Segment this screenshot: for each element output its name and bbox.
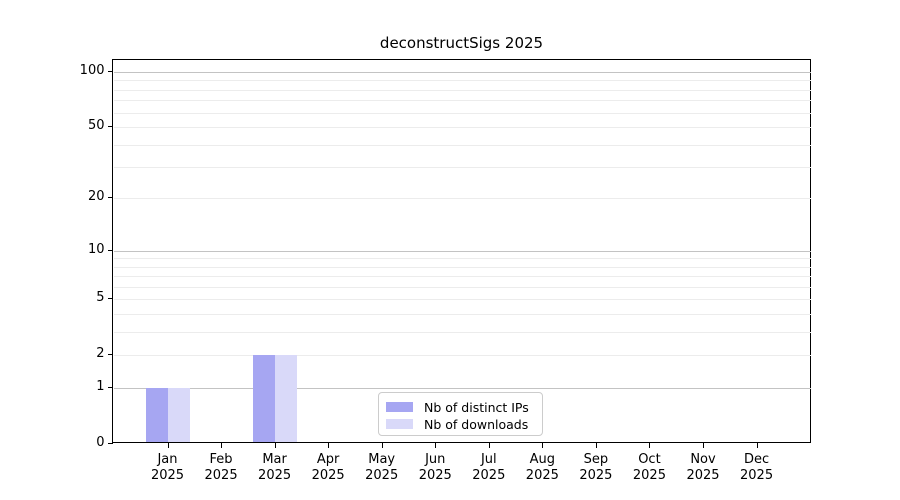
x-tick-dec — [756, 443, 758, 448]
x-tick-year: 2025 — [525, 467, 559, 483]
x-tick-month: Feb — [209, 451, 233, 467]
gridline-y-4 — [114, 313, 811, 315]
x-tick-label-jan: Jan 2025 — [140, 452, 196, 484]
legend: Nb of distinct IPs Nb of downloads — [378, 392, 543, 436]
gridline-y-10 — [114, 250, 811, 252]
gridline-y-5 — [114, 299, 811, 301]
gridline-y-80 — [114, 89, 811, 91]
bar-nb-of-distinct-ips-mar-2025 — [253, 355, 276, 443]
x-tick-month: Jun — [425, 451, 446, 467]
x-tick-label-feb: Feb 2025 — [193, 452, 249, 484]
gridline-y-7 — [114, 276, 811, 278]
x-tick-nov — [703, 443, 704, 448]
x-tick-year: 2025 — [632, 467, 666, 483]
chart-title: deconstructSigs 2025 — [379, 34, 544, 52]
x-tick-apr — [328, 443, 330, 448]
x-tick-label-may: May 2025 — [354, 452, 410, 484]
gridline-y-1 — [114, 387, 811, 389]
x-tick-sep — [595, 443, 597, 448]
x-tick-label-aug: Aug 2025 — [514, 452, 570, 484]
gridline-y-20 — [114, 198, 811, 200]
x-tick-label-oct: Oct 2025 — [621, 452, 677, 484]
gridline-y-100 — [114, 72, 811, 74]
y-tick-label-2: 2 — [96, 346, 105, 362]
y-tick-20 — [107, 197, 113, 199]
x-tick-month: Sep — [583, 451, 609, 467]
x-tick-year: 2025 — [418, 467, 452, 483]
y-tick-label-1: 1 — [96, 378, 105, 394]
gridline-y-6 — [114, 286, 811, 288]
x-tick-label-sep: Sep 2025 — [568, 452, 624, 484]
x-tick-label-apr: Apr 2025 — [300, 452, 356, 484]
y-tick-100 — [107, 71, 113, 73]
gridline-y-8 — [114, 266, 811, 268]
x-tick-year: 2025 — [204, 467, 238, 483]
x-tick-aug — [542, 443, 544, 448]
x-tick-month: Jan — [157, 451, 178, 467]
x-tick-month: Oct — [638, 451, 661, 467]
legend-item-distinct-ips: Nb of distinct IPs — [386, 399, 534, 415]
gridline-y-3 — [114, 331, 811, 333]
x-tick-month: Nov — [690, 451, 716, 467]
x-tick-year: 2025 — [258, 467, 292, 483]
x-tick-oct — [649, 443, 651, 448]
x-tick-year: 2025 — [579, 467, 613, 483]
gridline-y-90 — [114, 80, 811, 82]
legend-label-downloads: Nb of downloads — [424, 416, 529, 432]
y-tick-label-50: 50 — [87, 118, 105, 134]
x-tick-may — [381, 443, 383, 448]
y-tick-label-100: 100 — [79, 63, 105, 79]
gridline-y-2 — [114, 355, 811, 357]
gridline-y-70 — [114, 100, 811, 102]
legend-label-distinct-ips: Nb of distinct IPs — [424, 399, 529, 415]
x-tick-feb — [221, 443, 223, 448]
gridline-y-60 — [114, 112, 811, 114]
x-tick-label-nov: Nov 2025 — [675, 452, 731, 484]
x-tick-month: May — [368, 451, 396, 467]
gridline-y-40 — [114, 144, 811, 146]
gridline-y-9 — [114, 258, 811, 260]
y-tick-50 — [107, 126, 113, 128]
x-tick-month: Apr — [316, 451, 340, 467]
legend-swatch-downloads — [386, 419, 413, 429]
x-tick-month: Dec — [743, 451, 770, 467]
y-tick-10 — [107, 249, 113, 251]
y-tick-0 — [107, 442, 113, 444]
y-tick-5 — [107, 298, 113, 300]
x-tick-year: 2025 — [472, 467, 506, 483]
y-tick-label-0: 0 — [96, 434, 105, 450]
x-tick-year: 2025 — [686, 467, 720, 483]
x-tick-jun — [435, 443, 437, 448]
gridline-y-30 — [114, 167, 811, 169]
y-tick-label-5: 5 — [96, 290, 105, 306]
x-tick-month: Mar — [262, 451, 287, 467]
bar-nb-of-downloads-jan-2025 — [168, 387, 190, 443]
x-tick-mar — [274, 443, 276, 448]
x-tick-year: 2025 — [311, 467, 345, 483]
x-tick-month: Aug — [529, 451, 556, 467]
legend-swatch-distinct-ips — [386, 402, 413, 412]
x-tick-month: Jul — [480, 451, 497, 467]
y-tick-label-20: 20 — [87, 189, 105, 205]
legend-item-downloads: Nb of downloads — [386, 416, 534, 432]
x-tick-year: 2025 — [740, 467, 774, 483]
plot-area — [112, 59, 811, 443]
x-tick-label-dec: Dec 2025 — [729, 452, 785, 484]
bar-nb-of-distinct-ips-jan-2025 — [146, 387, 168, 443]
bar-nb-of-downloads-mar-2025 — [275, 355, 298, 443]
x-tick-label-mar: Mar 2025 — [247, 452, 303, 484]
y-tick-1 — [107, 386, 113, 388]
x-tick-jul — [488, 443, 490, 448]
gridline-y-50 — [114, 127, 811, 129]
y-tick-2 — [107, 354, 113, 356]
x-tick-jan — [167, 443, 169, 448]
x-tick-year: 2025 — [365, 467, 399, 483]
x-tick-label-jul: Jul 2025 — [461, 452, 517, 484]
y-tick-label-10: 10 — [87, 241, 105, 257]
x-tick-year: 2025 — [150, 467, 185, 483]
x-tick-label-jun: Jun 2025 — [407, 452, 463, 484]
